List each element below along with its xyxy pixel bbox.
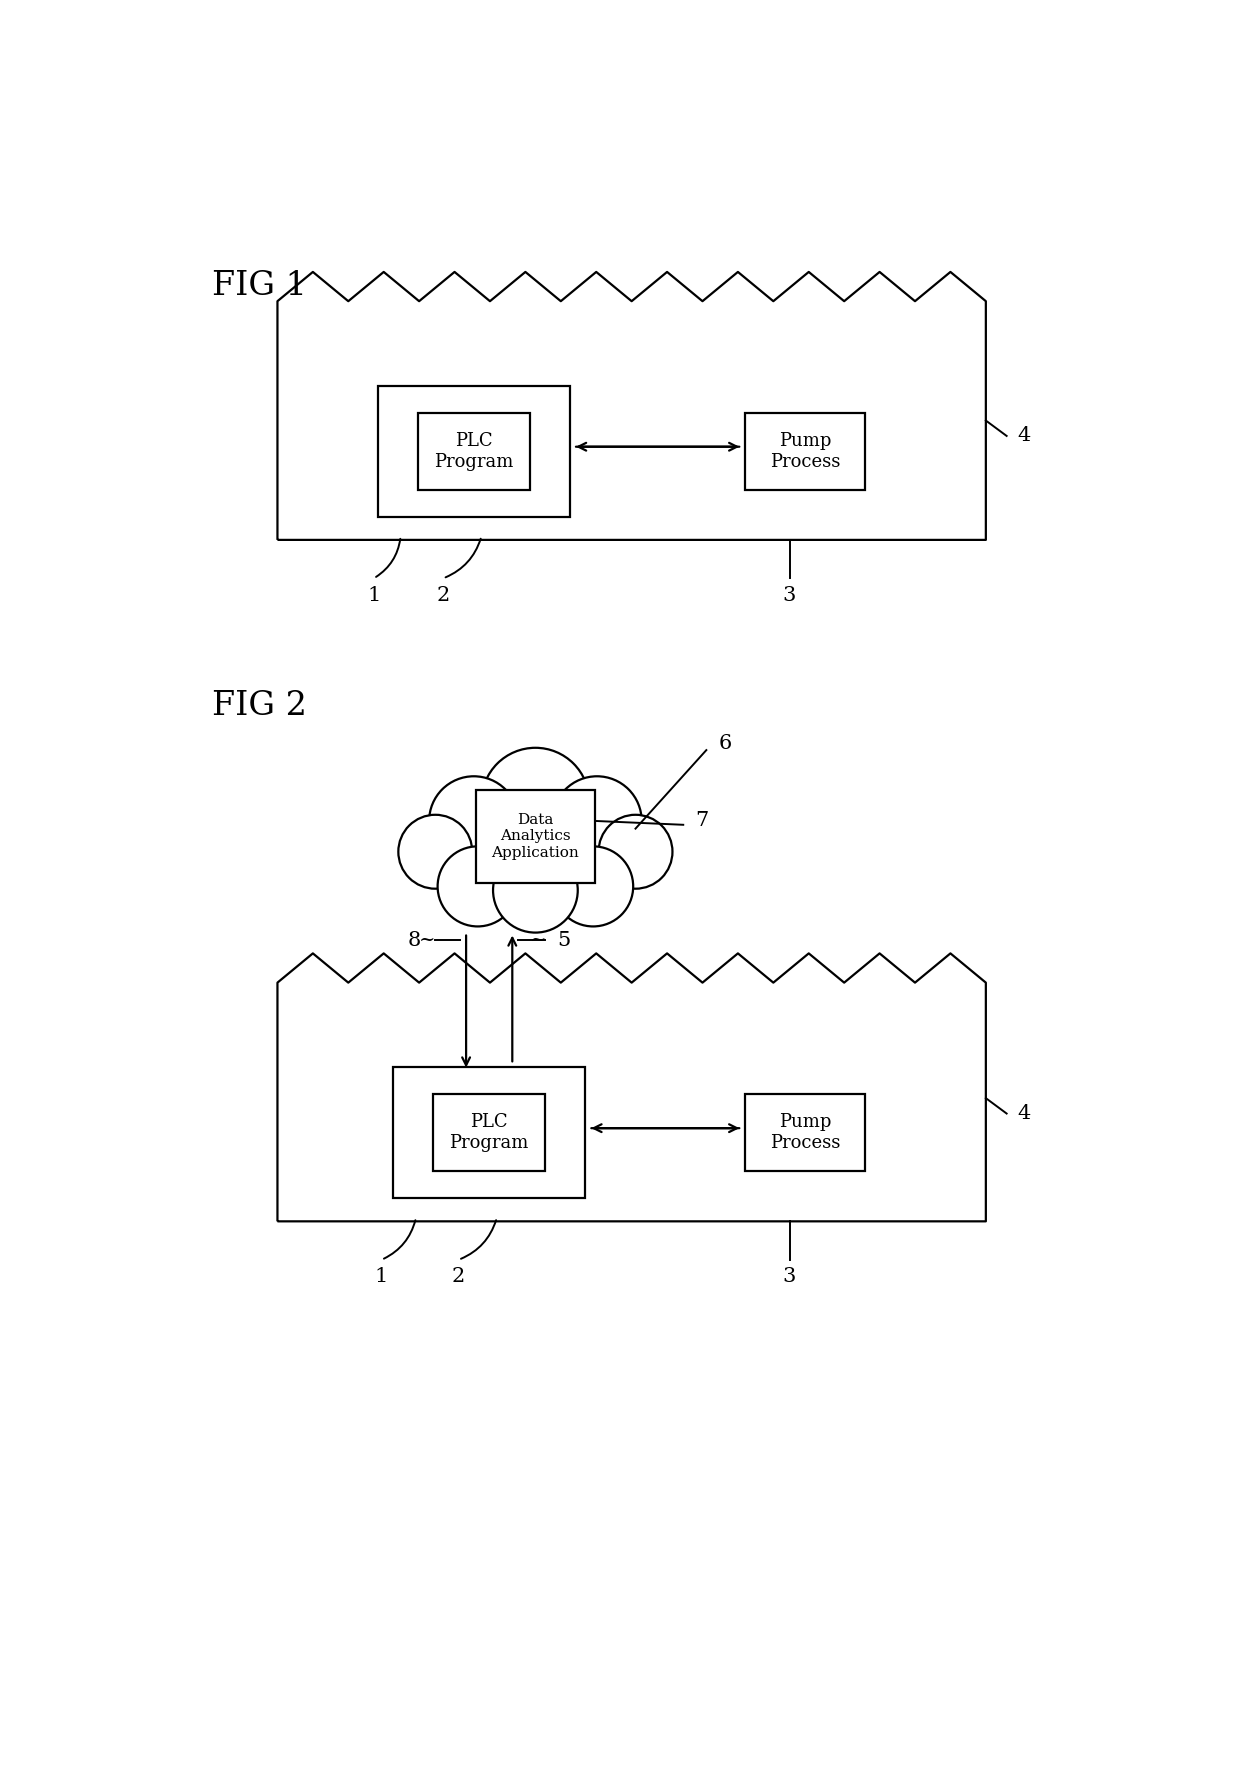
- Text: 7: 7: [696, 812, 708, 831]
- Text: 5: 5: [557, 930, 570, 950]
- Circle shape: [494, 847, 578, 932]
- Text: 8: 8: [408, 930, 422, 950]
- Text: ~: ~: [419, 932, 435, 950]
- Circle shape: [599, 815, 672, 890]
- Text: 4: 4: [1018, 1104, 1030, 1123]
- Text: 6: 6: [718, 734, 732, 753]
- Text: 2: 2: [436, 587, 450, 604]
- Text: PLC
Program: PLC Program: [434, 432, 513, 471]
- Circle shape: [481, 748, 589, 856]
- Text: Data
Analytics
Application: Data Analytics Application: [491, 813, 579, 859]
- Circle shape: [438, 847, 517, 927]
- Bar: [476, 790, 595, 882]
- Text: 3: 3: [782, 587, 796, 604]
- Bar: [393, 1067, 585, 1198]
- Bar: [745, 413, 864, 489]
- Circle shape: [429, 776, 518, 865]
- Text: 2: 2: [451, 1267, 465, 1286]
- Bar: [418, 413, 529, 489]
- Text: PLC
Program: PLC Program: [450, 1113, 529, 1152]
- Text: Pump
Process: Pump Process: [770, 432, 839, 471]
- Text: FIG 2: FIG 2: [212, 689, 306, 721]
- Text: ~: ~: [529, 932, 546, 950]
- Circle shape: [553, 847, 634, 927]
- Circle shape: [398, 815, 472, 890]
- Text: 1: 1: [374, 1267, 388, 1286]
- Bar: [745, 1095, 864, 1171]
- Text: FIG 1: FIG 1: [212, 271, 306, 303]
- Text: 4: 4: [1018, 427, 1030, 445]
- Text: Pump
Process: Pump Process: [770, 1113, 839, 1152]
- Text: 3: 3: [782, 1267, 796, 1286]
- Circle shape: [552, 776, 641, 865]
- Text: 1: 1: [367, 587, 381, 604]
- Bar: [433, 1095, 546, 1171]
- Bar: [377, 386, 570, 517]
